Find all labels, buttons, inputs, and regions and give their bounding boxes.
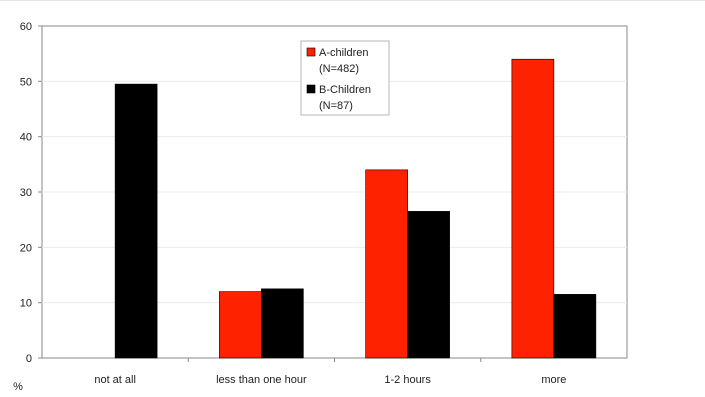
y-tick-label-30: 30 (20, 187, 32, 199)
y-axis: 0 10 20 30 40 50 60 (20, 21, 42, 365)
legend-label-b-children-n: (N=87) (319, 100, 353, 112)
x-tick-label-not-at-all: not at all (94, 374, 136, 386)
y-axis-label: % (13, 381, 23, 393)
legend-swatch-a-children (306, 47, 316, 57)
x-tick-label-more: more (541, 374, 566, 386)
legend-label-a-children: A-children (319, 47, 369, 59)
y-tick-label-40: 40 (20, 132, 32, 144)
bar-b-children-more (553, 294, 597, 359)
bar-a-children-1-2-hours (365, 169, 408, 359)
legend: A-children (N=482) B-Children (N=87) (300, 40, 390, 116)
bar-b-children-not-at-all (114, 83, 158, 359)
y-tick-label-20: 20 (20, 242, 32, 254)
x-tick-label-1-2-hours: 1-2 hours (384, 374, 431, 386)
legend-label-a-children-n: (N=482) (319, 63, 359, 75)
bars (114, 58, 597, 359)
legend-label-b-children: B-Children (319, 84, 371, 96)
x-axis: not at all less than one hour 1-2 hours mor… (94, 358, 566, 386)
bar-b-children-less-than-one-hour (261, 288, 304, 359)
y-tick-label-60: 60 (20, 21, 32, 33)
bar-b-children-1-2-hours (407, 211, 450, 359)
bar-a-children-less-than-one-hour (219, 291, 262, 359)
y-tick-label-50: 50 (20, 76, 32, 88)
y-tick-label-10: 10 (20, 298, 32, 310)
bar-a-children-more (511, 58, 555, 359)
y-tick-label-0: 0 (26, 353, 32, 365)
legend-box (300, 40, 390, 116)
legend-swatch-b-children (306, 84, 316, 94)
x-tick-label-less-than-one-hour: less than one hour (216, 374, 307, 386)
